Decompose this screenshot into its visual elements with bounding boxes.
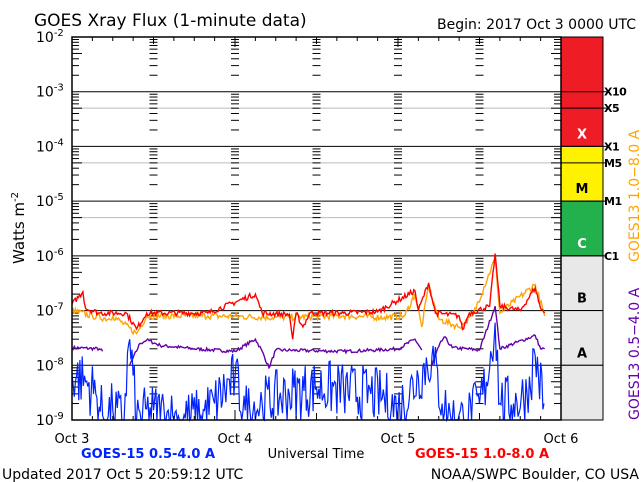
y-tick-label: 10-6 bbox=[36, 247, 64, 265]
flare-class-label: A bbox=[577, 346, 587, 361]
y-axis-label: Watts m-2 bbox=[10, 192, 28, 264]
y-tick-exponent: -4 bbox=[54, 137, 64, 148]
right-axis-label-goes13-short: GOES13 0.5−4.0 A bbox=[627, 287, 641, 420]
updated-timestamp: Updated 2017 Oct 5 20:59:12 UTC bbox=[2, 467, 243, 482]
series-line bbox=[71, 322, 545, 423]
y-tick-label: 10-3 bbox=[36, 83, 64, 101]
credit-text: NOAA/SWPC Boulder, CO USA bbox=[431, 467, 640, 482]
flare-class-band bbox=[560, 255, 604, 312]
y-tick-base: 10 bbox=[36, 304, 54, 320]
flare-level-label: X1 bbox=[604, 140, 619, 153]
y-tick-base: 10 bbox=[36, 30, 54, 46]
y-tick-exponent: -6 bbox=[54, 247, 64, 258]
flare-class-band bbox=[560, 364, 604, 421]
y-tick-base: 10 bbox=[36, 85, 54, 101]
y-tick-label: 10-4 bbox=[36, 137, 64, 155]
flare-class-label: C bbox=[577, 237, 587, 252]
legend-goes15-long: GOES-15 1.0-8.0 A bbox=[415, 447, 549, 462]
y-axis-label-text: Watts m bbox=[10, 202, 28, 264]
flare-level-label: M1 bbox=[604, 195, 622, 208]
x-tick-label: Oct 4 bbox=[218, 432, 253, 447]
series-line bbox=[71, 253, 546, 340]
series-goes-15-1-0-8-0-a bbox=[71, 253, 546, 340]
flare-level-label: X5 bbox=[604, 102, 619, 115]
series-line bbox=[71, 256, 546, 336]
y-tick-base: 10 bbox=[36, 358, 54, 374]
y-tick-exponent: -8 bbox=[54, 356, 64, 367]
flare-level-label: X10 bbox=[604, 86, 627, 99]
right-axis-label-goes13-long: GOES13 1.0−8.0 A bbox=[627, 129, 641, 262]
x-tick-label: Oct 3 bbox=[55, 432, 90, 447]
series-goes-15-0-5-4-0-a bbox=[71, 322, 545, 423]
flare-level-label: C1 bbox=[604, 250, 619, 263]
flare-class-band bbox=[560, 145, 604, 202]
flare-class-label: B bbox=[577, 292, 587, 307]
plot-frame bbox=[71, 36, 562, 421]
x-axis-label: Universal Time bbox=[268, 447, 365, 462]
x-tick-label: Oct 5 bbox=[381, 432, 416, 447]
y-tick-base: 10 bbox=[36, 249, 54, 265]
y-tick-label: 10-7 bbox=[36, 302, 64, 320]
flare-class-label: M bbox=[576, 182, 589, 197]
series-goes13-0-5-4-0-a bbox=[71, 306, 546, 370]
y-tick-exponent: -7 bbox=[54, 302, 64, 313]
y-axis-label-sup: -2 bbox=[10, 192, 21, 202]
y-tick-label: 10-5 bbox=[36, 192, 64, 210]
y-tick-exponent: -2 bbox=[54, 28, 64, 39]
series-goes13-1-0-8-0-a bbox=[71, 256, 546, 336]
legend-goes15-short: GOES-15 0.5-4.0 A bbox=[81, 447, 215, 462]
series-line bbox=[71, 306, 546, 370]
begin-label: Begin: 2017 Oct 3 0000 UTC bbox=[437, 17, 636, 33]
y-tick-label: 10-8 bbox=[36, 356, 64, 374]
y-tick-label: 10-9 bbox=[36, 411, 64, 429]
y-tick-exponent: -3 bbox=[54, 83, 64, 94]
x-tick-label: Oct 6 bbox=[544, 432, 579, 447]
y-tick-exponent: -5 bbox=[54, 192, 64, 203]
flare-level-label: M5 bbox=[604, 157, 622, 170]
y-tick-label: 10-2 bbox=[36, 28, 64, 46]
y-tick-base: 10 bbox=[36, 139, 54, 155]
y-tick-base: 10 bbox=[36, 194, 54, 210]
chart-title: GOES Xray Flux (1-minute data) bbox=[34, 11, 307, 31]
y-tick-exponent: -9 bbox=[54, 411, 64, 422]
y-tick-base: 10 bbox=[36, 413, 54, 429]
flare-class-label: X bbox=[577, 127, 587, 142]
